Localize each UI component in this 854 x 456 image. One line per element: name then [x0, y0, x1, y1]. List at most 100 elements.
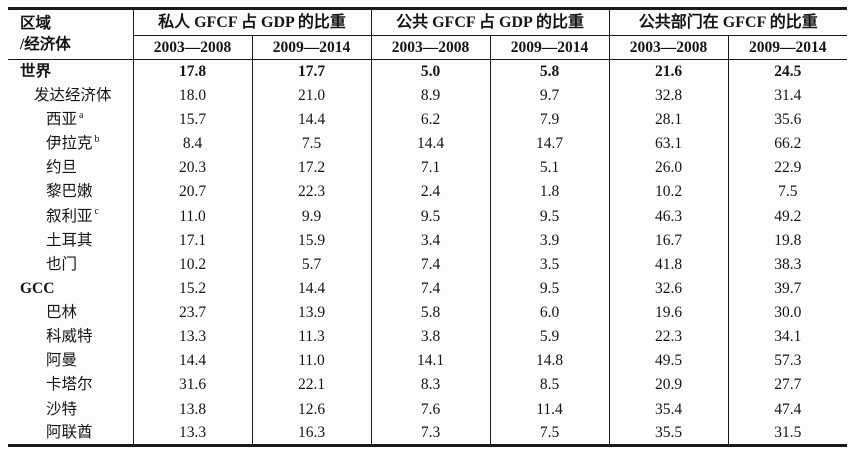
data-cell: 21.6 [608, 59, 729, 84]
data-cell: 3.8 [370, 324, 491, 349]
data-cell: 1.8 [489, 180, 610, 205]
data-cell: 66.2 [727, 131, 848, 156]
data-cell: 7.4 [370, 252, 491, 277]
data-cell: 49.2 [727, 204, 848, 229]
data-cell: 14.1 [370, 349, 491, 374]
data-cell: 15.2 [132, 276, 252, 301]
table-row: 叙利亚 c 11.0 9.9 9.5 9.5 46.3 49.2 [8, 204, 848, 229]
data-cell: 26.0 [608, 156, 729, 181]
row-label: 阿曼 [46, 352, 78, 370]
data-cell: 57.3 [727, 349, 848, 374]
data-cell: 8.5 [489, 373, 610, 398]
data-cell: 31.6 [132, 373, 252, 398]
data-cell: 30.0 [727, 300, 848, 325]
table-row: GCC 15.2 14.4 7.4 9.5 32.6 39.7 [8, 276, 848, 301]
data-cell: 15.7 [132, 107, 252, 132]
data-cell: 32.8 [608, 83, 729, 108]
data-cell: 22.3 [608, 324, 729, 349]
table-row: 土耳其 17.1 15.9 3.4 3.9 16.7 19.8 [8, 228, 848, 253]
data-cell: 13.3 [132, 421, 252, 446]
data-cell: 35.6 [727, 107, 848, 132]
table-row: 沙特 13.8 12.6 7.6 11.4 35.4 47.4 [8, 397, 848, 422]
data-cell: 9.9 [251, 204, 372, 229]
data-cell: 11.4 [489, 397, 610, 422]
data-cell: 8.3 [370, 373, 491, 398]
row-label: 卡塔尔 [46, 376, 93, 394]
data-cell: 14.4 [370, 131, 491, 156]
data-cell: 5.7 [251, 252, 372, 277]
data-cell: 5.0 [370, 59, 491, 84]
corner-header-region-economy: 区域 /经济体 [8, 8, 133, 60]
data-cell: 17.1 [132, 228, 252, 253]
data-cell: 35.5 [608, 421, 729, 446]
data-cell: 22.3 [251, 180, 372, 205]
row-label: 巴林 [46, 304, 78, 322]
row-label: 黎巴嫩 [46, 183, 93, 201]
data-cell: 18.0 [132, 83, 252, 108]
row-label: 伊拉克 b [46, 134, 100, 153]
data-cell: 63.1 [608, 131, 729, 156]
data-cell: 19.8 [727, 228, 848, 253]
data-cell: 15.9 [251, 228, 372, 253]
data-cell: 13.8 [132, 397, 252, 422]
gfcf-table: 区域 /经济体 私人 GFCF 占 GDP 的比重 公共 GFCF 占 GDP … [8, 7, 848, 447]
period-header: 2003—2008 [608, 35, 729, 60]
data-cell: 17.2 [251, 156, 372, 181]
data-cell: 3.9 [489, 228, 610, 253]
period-header-row: 2003—2008 2009—2014 2003—2008 2009—2014 … [8, 35, 848, 60]
data-cell: 16.3 [251, 421, 372, 446]
data-cell: 20.3 [132, 156, 252, 181]
data-cell: 34.1 [727, 324, 848, 349]
data-cell: 7.1 [370, 156, 491, 181]
table-row: 西亚 a 15.7 14.4 6.2 7.9 28.1 35.6 [8, 107, 848, 132]
table-row: 巴林 23.7 13.9 5.8 6.0 19.6 30.0 [8, 300, 848, 325]
table-row: 阿曼 14.4 11.0 14.1 14.8 49.5 57.3 [8, 349, 848, 374]
data-cell: 39.7 [727, 276, 848, 301]
corner-line2: /经济体 [20, 35, 71, 53]
data-cell: 9.5 [489, 276, 610, 301]
data-cell: 3.4 [370, 228, 491, 253]
data-cell: 28.1 [608, 107, 729, 132]
data-cell: 11.0 [251, 349, 372, 374]
footnote-marker: b [94, 134, 100, 146]
data-cell: 11.3 [251, 324, 372, 349]
data-cell: 32.6 [608, 276, 729, 301]
data-cell: 7.9 [489, 107, 610, 132]
data-cell: 41.8 [608, 252, 729, 277]
data-cell: 7.5 [251, 131, 372, 156]
corner-line1: 区域 [20, 14, 52, 32]
data-cell: 7.3 [370, 421, 491, 446]
data-cell: 17.7 [251, 59, 372, 84]
period-header: 2003—2008 [132, 35, 252, 60]
data-cell: 24.5 [727, 59, 848, 84]
data-cell: 27.7 [727, 373, 848, 398]
row-label: 世界 [20, 63, 52, 81]
data-cell: 22.1 [251, 373, 372, 398]
row-label: 阿联酋 [46, 423, 93, 441]
row-label: 沙特 [46, 400, 78, 418]
data-cell: 9.5 [370, 204, 491, 229]
data-cell: 31.5 [727, 421, 848, 446]
data-cell: 20.9 [608, 373, 729, 398]
period-header: 2003—2008 [370, 35, 491, 60]
data-cell: 7.4 [370, 276, 491, 301]
row-label: 西亚 a [46, 109, 84, 129]
group-header-public-share-gfcf: 公共部门在 GFCF 的比重 [608, 8, 848, 36]
row-label: 叙利亚 c [46, 206, 99, 225]
data-cell: 10.2 [132, 252, 252, 277]
footnote-marker: c [94, 206, 99, 218]
row-label: 土耳其 [46, 231, 93, 249]
data-cell: 17.8 [132, 59, 252, 84]
data-cell: 7.5 [489, 421, 610, 446]
table-row: 约旦 20.3 17.2 7.1 5.1 26.0 22.9 [8, 156, 848, 181]
data-cell: 46.3 [608, 204, 729, 229]
footnote-marker: a [79, 109, 84, 121]
data-cell: 10.2 [608, 180, 729, 205]
row-label: 科威特 [46, 328, 93, 346]
table-row: 阿联酋 13.3 16.3 7.3 7.5 35.5 31.5 [8, 421, 848, 446]
data-cell: 35.4 [608, 397, 729, 422]
row-label: 约旦 [46, 159, 78, 177]
table-row: 伊拉克 b 8.4 7.5 14.4 14.7 63.1 66.2 [8, 131, 848, 156]
data-cell: 9.5 [489, 204, 610, 229]
